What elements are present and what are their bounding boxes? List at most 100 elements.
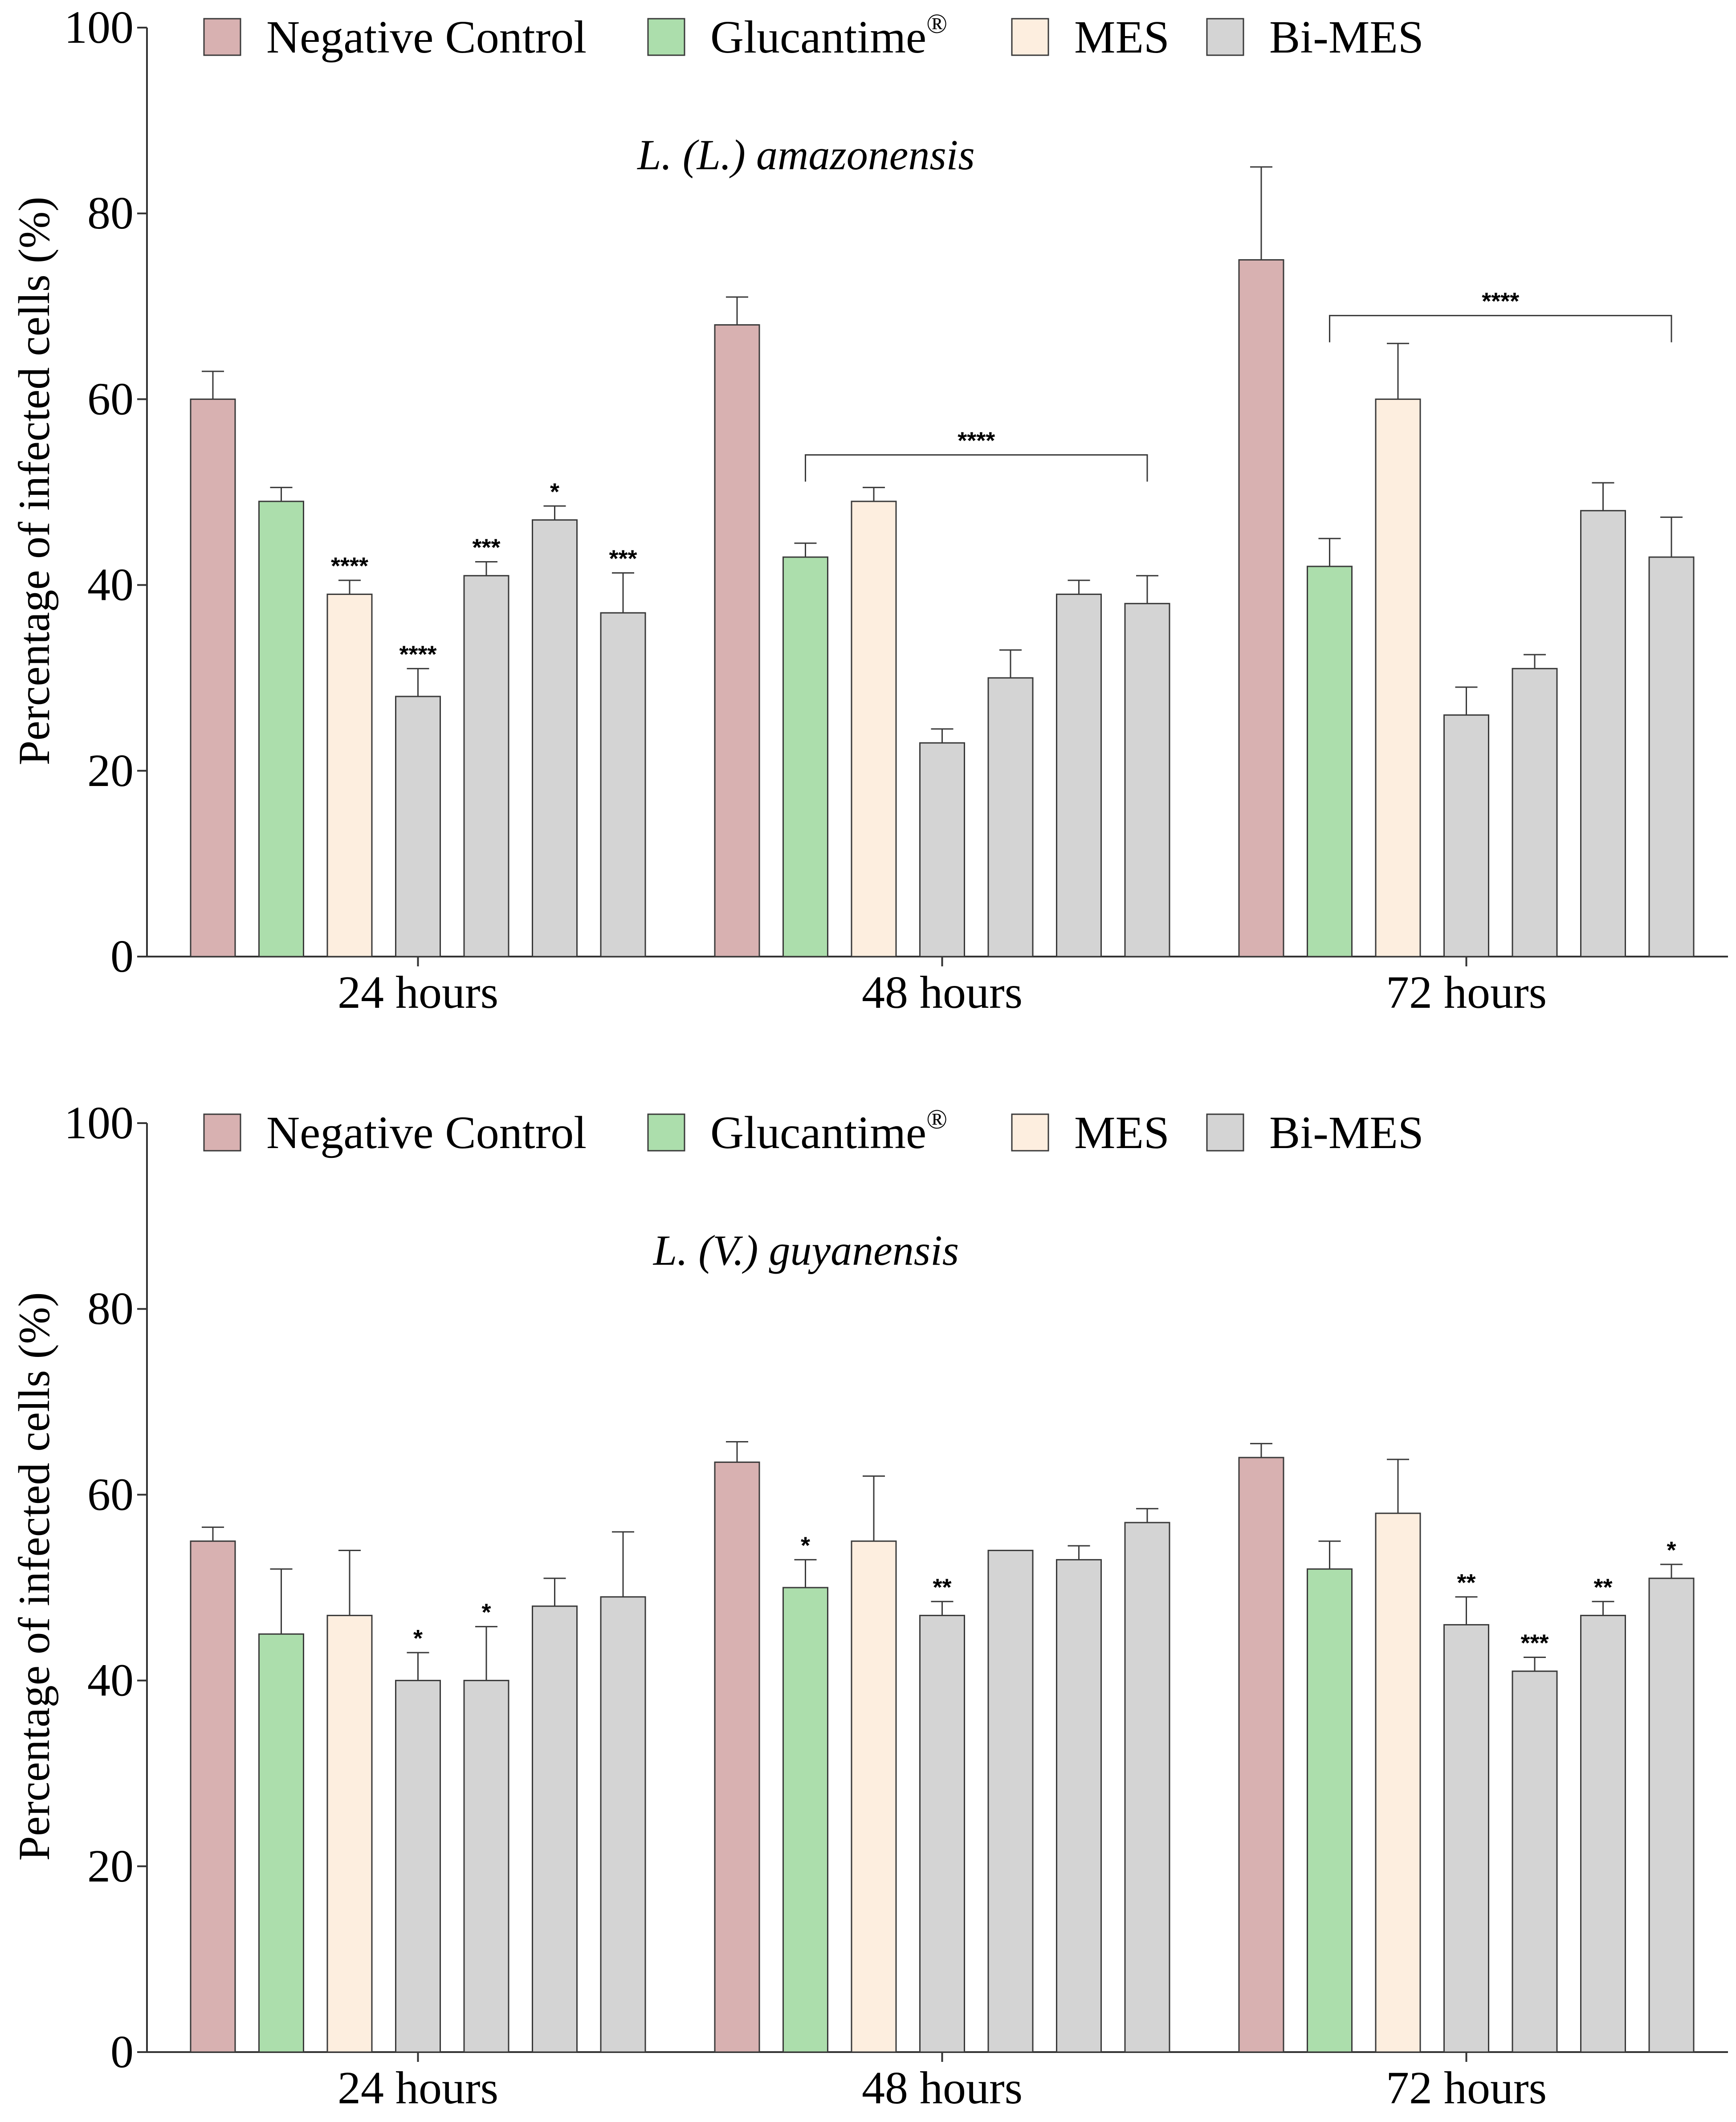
y-axis-title: Percentage of infected cells (%) <box>9 196 59 765</box>
legend-label: Glucantime® <box>710 1104 947 1158</box>
y-tick-label: 20 <box>87 1841 134 1892</box>
y-axis-title: Percentage of infected cells (%) <box>9 1292 59 1861</box>
x-category-label: 48 hours <box>862 2062 1023 2114</box>
legend-label: Glucantime® <box>710 9 947 63</box>
y-tick-label: 0 <box>110 2026 134 2077</box>
significance-label: *** <box>609 545 637 572</box>
axes: 0 20 40 60 80 100 24 hours 48 hours 72 hours <box>64 1097 1728 2114</box>
axes: 0 20 40 60 80 100 24 hours 48 hours 72 hours <box>64 2 1728 1018</box>
bar <box>1375 1512 1421 2053</box>
bar <box>1443 714 1489 957</box>
legend-label: Bi-MES <box>1269 1107 1424 1158</box>
bar <box>851 501 897 957</box>
significance-bracket <box>805 454 1148 482</box>
bar <box>1307 1568 1353 2053</box>
bar <box>1124 603 1170 957</box>
y-tick-label: 60 <box>87 1469 134 1520</box>
bar <box>714 324 760 957</box>
bar <box>1124 1522 1170 2053</box>
significance-label: * <box>481 1599 491 1626</box>
y-tick-label: 0 <box>110 931 134 982</box>
y-tick-label: 40 <box>87 1655 134 1706</box>
bar <box>1238 259 1284 957</box>
x-category-label: 72 hours <box>1386 2062 1547 2114</box>
legend-swatch <box>203 1113 241 1152</box>
legend-label: Bi-MES <box>1269 12 1424 63</box>
bar <box>919 1615 965 2053</box>
significance-label: ** <box>1457 1569 1475 1596</box>
bar <box>1056 593 1102 957</box>
bar <box>1056 1559 1102 2053</box>
significance-label: *** <box>472 534 500 561</box>
significance-label: **** <box>958 428 995 454</box>
x-category-label: 48 hours <box>862 967 1023 1018</box>
bar <box>326 593 373 957</box>
y-tick-label: 60 <box>87 373 134 424</box>
bar <box>258 1633 304 2053</box>
legend-swatch <box>1206 18 1244 56</box>
bar <box>190 398 236 957</box>
legend-swatch <box>1206 1113 1244 1152</box>
bar <box>395 696 441 957</box>
significance-label: **** <box>399 641 436 668</box>
significance-label: * <box>550 478 559 505</box>
bar <box>1648 556 1695 957</box>
legend-label: MES <box>1074 1107 1170 1158</box>
bar <box>1238 1457 1284 2053</box>
bar <box>714 1461 760 2053</box>
bar <box>326 1615 373 2053</box>
bar <box>463 575 509 957</box>
bar <box>919 742 965 957</box>
bar <box>532 519 578 957</box>
bar <box>782 556 828 957</box>
y-tick-label: 20 <box>87 745 134 796</box>
legend: Negative Control Glucantime® MES Bi-MES <box>203 1104 1424 1158</box>
x-category-label: 72 hours <box>1386 967 1547 1018</box>
y-tick-label: 40 <box>87 559 134 611</box>
x-category-label: 24 hours <box>338 967 498 1018</box>
legend-swatch <box>1011 1113 1049 1152</box>
legend: Negative Control Glucantime® MES Bi-MES <box>203 9 1424 63</box>
legend-swatch <box>647 18 685 56</box>
chart-title: L. (V.) guyanensis <box>652 1226 959 1274</box>
legend-label: MES <box>1074 12 1170 63</box>
legend-superscript: ® <box>926 1104 947 1135</box>
bar <box>1512 1670 1558 2053</box>
bar <box>600 612 646 957</box>
significance-bracket <box>1329 315 1672 342</box>
bar <box>851 1540 897 2053</box>
bar <box>1307 566 1353 957</box>
legend-swatch <box>1011 18 1049 56</box>
legend-superscript: ® <box>926 9 947 39</box>
bars: ***** ******** <box>190 1441 1695 2053</box>
bar <box>1512 668 1558 957</box>
significance-label: **** <box>1482 288 1519 315</box>
significance-label: * <box>413 1625 423 1652</box>
bar <box>463 1680 509 2053</box>
significance-label: ** <box>1593 1574 1612 1601</box>
legend-swatch <box>647 1113 685 1152</box>
legend-swatch <box>203 18 241 56</box>
significance-label: * <box>801 1532 810 1559</box>
bar <box>395 1680 441 2053</box>
y-tick-label: 80 <box>87 187 134 239</box>
bar <box>190 1540 236 2053</box>
bar <box>1443 1624 1489 2053</box>
significance-label: * <box>1667 1537 1676 1564</box>
bar <box>600 1596 646 2053</box>
bar <box>532 1605 578 2053</box>
bar <box>987 1550 1034 2053</box>
chart-top: Negative Control Glucantime® MES Bi-MES L. … <box>9 2 1728 1018</box>
chart-bottom: Negative Control Glucantime® MES Bi-MES L. … <box>9 1097 1728 2114</box>
legend-label: Negative Control <box>266 12 587 63</box>
significance-label: *** <box>1520 1629 1549 1656</box>
legend-label: Negative Control <box>266 1107 587 1158</box>
bar <box>1375 398 1421 957</box>
bar <box>1580 1615 1626 2053</box>
bar <box>258 501 304 957</box>
bar <box>987 677 1034 957</box>
y-tick-label: 100 <box>64 1097 134 1149</box>
significance-label: **** <box>331 553 368 579</box>
bar <box>1580 510 1626 957</box>
bar <box>1648 1577 1695 2053</box>
